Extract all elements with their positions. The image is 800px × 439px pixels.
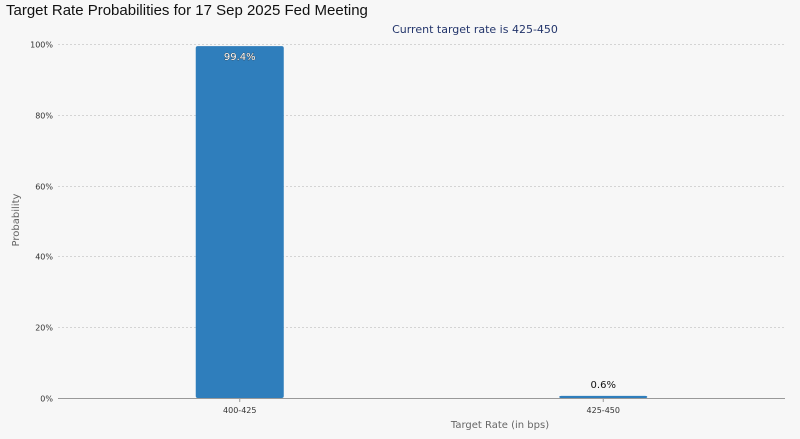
- bar-400-425[interactable]: [195, 46, 284, 399]
- y-tick-label: 20%: [35, 324, 53, 333]
- y-tick-label: 40%: [35, 253, 53, 262]
- chart-subtitle: Current target rate is 425-450: [392, 23, 558, 36]
- x-tick-label: 425-450: [587, 406, 620, 415]
- grid-lines: [58, 44, 785, 328]
- x-axis-title: Target Rate (in bps): [450, 420, 549, 431]
- data-label: 99.4%: [224, 52, 256, 63]
- y-tick-label: 60%: [35, 183, 53, 192]
- bar-425-450[interactable]: [559, 395, 648, 398]
- y-axis-title: Probability: [11, 193, 22, 246]
- y-tick-label: 100%: [30, 41, 53, 50]
- x-axis-ticks: 400-425 425-450: [223, 398, 620, 415]
- bars[interactable]: 99.4% 0.6%: [195, 46, 648, 399]
- y-axis-ticks: 0% 20% 40% 60% 80% 100%: [30, 41, 53, 404]
- data-label: 0.6%: [591, 380, 616, 391]
- page-title: Target Rate Probabilities for 17 Sep 202…: [6, 2, 368, 19]
- y-tick-label: 80%: [35, 112, 53, 121]
- y-tick-label: 0%: [40, 395, 53, 404]
- x-tick-label: 400-425: [223, 406, 256, 415]
